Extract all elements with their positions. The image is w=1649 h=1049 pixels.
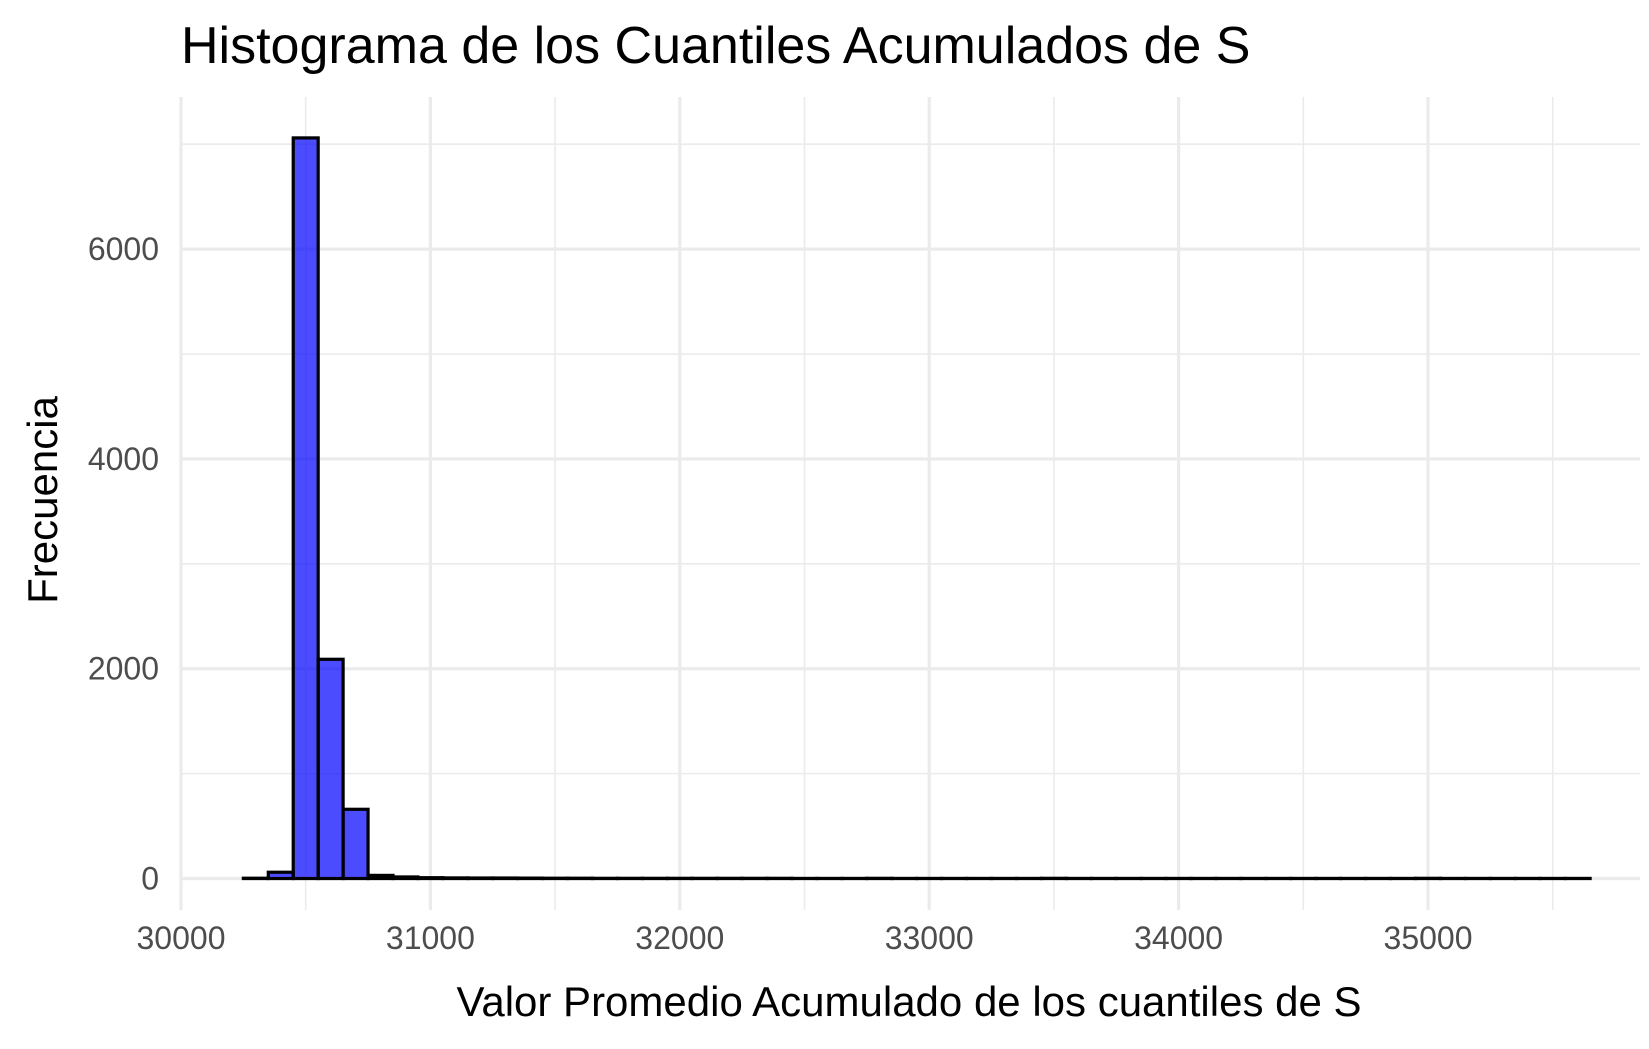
histogram-bar bbox=[266, 870, 295, 881]
y-axis-tick-labels: 0 2000 4000 6000 bbox=[88, 231, 159, 896]
x-tick-label: 35000 bbox=[1384, 920, 1473, 956]
x-tick-label: 31000 bbox=[386, 920, 475, 956]
y-tick-label: 4000 bbox=[88, 441, 159, 477]
y-tick-label: 0 bbox=[141, 861, 159, 897]
histogram-bar bbox=[441, 876, 470, 881]
y-axis-title: Frecuencia bbox=[19, 395, 66, 603]
histogram-bar bbox=[391, 875, 420, 881]
histogram-bar bbox=[491, 876, 520, 881]
chart-title: Histograma de los Cuantiles Acumulados d… bbox=[181, 17, 1250, 75]
histogram-bar bbox=[341, 807, 370, 881]
histogram-bar bbox=[416, 876, 445, 881]
x-axis-tick-labels: 30000 31000 32000 33000 34000 35000 bbox=[137, 920, 1473, 956]
y-tick-label: 6000 bbox=[88, 231, 159, 267]
histogram-bar bbox=[291, 136, 320, 881]
x-tick-label: 30000 bbox=[137, 920, 226, 956]
y-tick-label: 2000 bbox=[88, 651, 159, 687]
histogram-bars bbox=[241, 136, 1592, 881]
histogram-bar bbox=[366, 873, 395, 881]
x-axis-title: Valor Promedio Acumulado de los cuantile… bbox=[456, 978, 1361, 1025]
x-tick-label: 34000 bbox=[1134, 920, 1223, 956]
x-tick-label: 33000 bbox=[885, 920, 974, 956]
histogram-bar bbox=[466, 876, 495, 881]
histogram-bar bbox=[316, 657, 345, 881]
x-tick-label: 32000 bbox=[635, 920, 724, 956]
